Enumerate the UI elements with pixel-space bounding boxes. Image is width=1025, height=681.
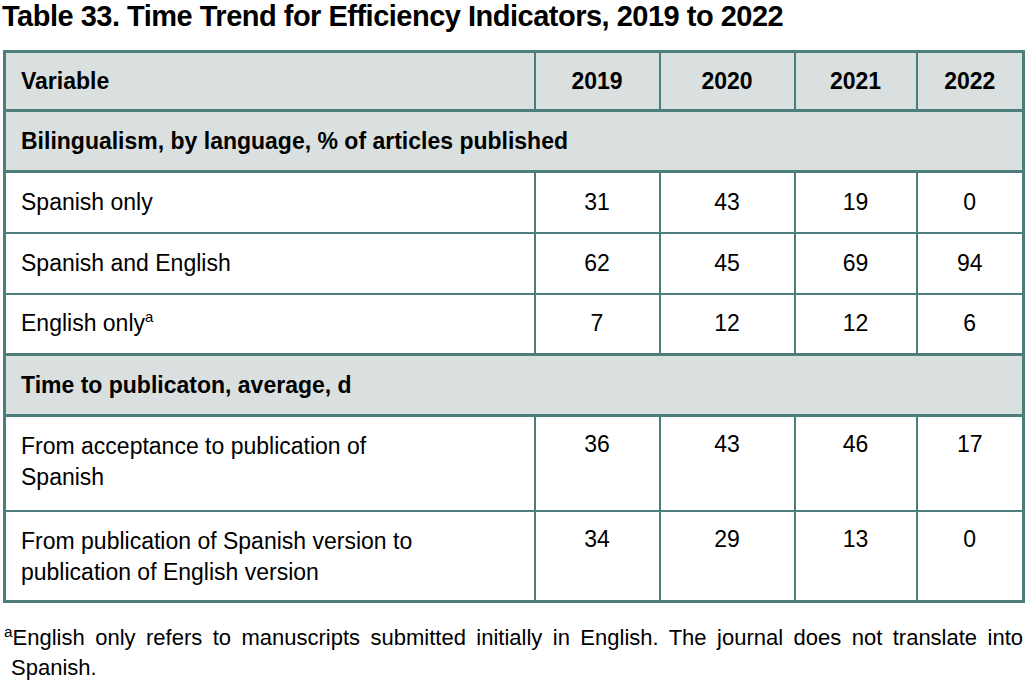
row-label: Spanish only bbox=[5, 172, 535, 233]
cell-value-2021: 69 bbox=[795, 233, 917, 294]
cell-value-2019: 7 bbox=[535, 294, 660, 355]
section-header-row-bilingualism: Bilingualism, by language, % of articles… bbox=[5, 111, 1024, 172]
cell-value-2020: 12 bbox=[660, 294, 795, 355]
section-header-row-time-to-publication: Time to publicaton, average, d bbox=[5, 355, 1024, 416]
cell-value-2022: 0 bbox=[917, 511, 1024, 602]
table-row-spanish-and-english: Spanish and English 62 45 69 94 bbox=[5, 233, 1024, 294]
row-label: From publication of Spanish version to p… bbox=[5, 511, 535, 602]
cell-value-2019: 62 bbox=[535, 233, 660, 294]
row-label-text: From acceptance to publication of Spanis… bbox=[21, 433, 366, 490]
cell-value-2022: 17 bbox=[917, 416, 1024, 511]
table-row-spanish-only: Spanish only 31 43 19 0 bbox=[5, 172, 1024, 233]
header-row: Variable 2019 2020 2021 2022 bbox=[5, 52, 1024, 111]
cell-value-2020: 43 bbox=[660, 416, 795, 511]
footnote-marker: a bbox=[145, 309, 153, 326]
row-label-text: Spanish only bbox=[21, 189, 153, 215]
cell-value-2019: 36 bbox=[535, 416, 660, 511]
cell-value-2021: 19 bbox=[795, 172, 917, 233]
section-header-label: Time to publicaton, average, d bbox=[5, 355, 1024, 416]
cell-value-2019: 31 bbox=[535, 172, 660, 233]
cell-value-2020: 43 bbox=[660, 172, 795, 233]
row-label: English onlya bbox=[5, 294, 535, 355]
table-row-english-only: English onlya 7 12 12 6 bbox=[5, 294, 1024, 355]
row-label-text: From publication of Spanish version to p… bbox=[21, 528, 412, 585]
row-label: From acceptance to publication of Spanis… bbox=[5, 416, 535, 511]
cell-value-2020: 29 bbox=[660, 511, 795, 602]
footnote-marker: a bbox=[4, 623, 13, 640]
row-label-text: Spanish and English bbox=[21, 250, 231, 276]
efficiency-indicators-table: Variable 2019 2020 2021 2022 Bilingualis… bbox=[3, 50, 1025, 603]
footnote: aEnglish only refers to manuscripts subm… bbox=[2, 623, 1023, 681]
column-header-2021: 2021 bbox=[795, 52, 917, 111]
table-row-acceptance-to-publication: From acceptance to publication of Spanis… bbox=[5, 416, 1024, 511]
cell-value-2020: 45 bbox=[660, 233, 795, 294]
table-body: Bilingualism, by language, % of articles… bbox=[5, 111, 1024, 602]
column-header-2022: 2022 bbox=[917, 52, 1024, 111]
cell-value-2021: 46 bbox=[795, 416, 917, 511]
footnote-text: English only refers to manuscripts submi… bbox=[11, 625, 1023, 680]
cell-value-2022: 0 bbox=[917, 172, 1024, 233]
column-header-2020: 2020 bbox=[660, 52, 795, 111]
row-label: Spanish and English bbox=[5, 233, 535, 294]
row-label-text: English only bbox=[21, 310, 145, 336]
cell-value-2022: 94 bbox=[917, 233, 1024, 294]
table-header: Variable 2019 2020 2021 2022 bbox=[5, 52, 1024, 111]
column-header-variable: Variable bbox=[5, 52, 535, 111]
table-row-spanish-to-english-publication: From publication of Spanish version to p… bbox=[5, 511, 1024, 602]
cell-value-2021: 13 bbox=[795, 511, 917, 602]
cell-value-2021: 12 bbox=[795, 294, 917, 355]
cell-value-2019: 34 bbox=[535, 511, 660, 602]
cell-value-2022: 6 bbox=[917, 294, 1024, 355]
page: Table 33. Time Trend for Efficiency Indi… bbox=[0, 0, 1025, 681]
section-header-label: Bilingualism, by language, % of articles… bbox=[5, 111, 1024, 172]
column-header-2019: 2019 bbox=[535, 52, 660, 111]
table-title: Table 33. Time Trend for Efficiency Indi… bbox=[2, 0, 783, 33]
